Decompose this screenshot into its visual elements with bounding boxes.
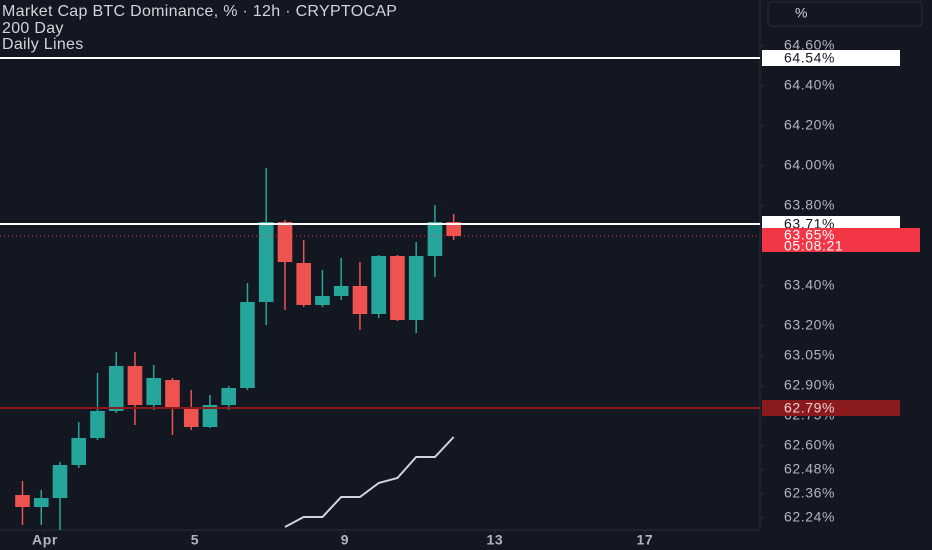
candle-body bbox=[90, 411, 105, 438]
overlay-line bbox=[284, 436, 455, 528]
y-tick-label: 62.36% bbox=[784, 485, 835, 501]
y-tick-label: 64.00% bbox=[784, 157, 835, 173]
y-tick-label: 63.40% bbox=[784, 277, 835, 293]
candle-body bbox=[127, 366, 143, 405]
y-tick-label: 63.20% bbox=[784, 317, 835, 333]
y-tick-label: 64.20% bbox=[784, 117, 835, 133]
chart-title: Market Cap BTC Dominance, % · 12h · CRYP… bbox=[2, 3, 397, 20]
unit-button-label[interactable]: % bbox=[795, 5, 808, 21]
candle-body bbox=[390, 256, 405, 320]
level-label: 64.54% bbox=[784, 50, 835, 66]
candle-body bbox=[315, 296, 330, 305]
candle-body bbox=[183, 407, 199, 427]
x-tick-label: 9 bbox=[341, 532, 349, 548]
candle-body bbox=[258, 222, 274, 302]
y-tick-label: 62.48% bbox=[784, 461, 835, 477]
y-tick-label: 64.40% bbox=[784, 77, 835, 93]
candle-body bbox=[427, 222, 443, 256]
candle-body bbox=[202, 405, 218, 427]
candle-body bbox=[333, 286, 349, 296]
indicator-label: 200 Day bbox=[2, 20, 64, 37]
candle-body bbox=[108, 366, 124, 411]
y-tick-label: 62.90% bbox=[784, 377, 835, 393]
candle-body bbox=[352, 286, 368, 314]
level-label-box bbox=[762, 400, 900, 416]
level-label: 63.71% bbox=[784, 216, 835, 232]
candle-body bbox=[240, 302, 255, 388]
price-axis: 64.60% 64.40% 64.20% 64.00% 63.80% 63.40% 63.2… bbox=[32, 37, 920, 548]
level-label-box bbox=[762, 50, 900, 66]
candle-body bbox=[52, 465, 68, 498]
y-tick-label: 63.80% bbox=[784, 197, 835, 213]
candle-body bbox=[33, 498, 49, 507]
y-tick-label: 64.60% bbox=[784, 37, 835, 53]
candle-body bbox=[277, 222, 293, 262]
candle-body bbox=[146, 378, 162, 405]
candle-body bbox=[71, 438, 87, 465]
countdown-label: 05:08:21 bbox=[784, 238, 843, 254]
indicator-label: Daily Lines bbox=[2, 36, 84, 53]
x-tick-label: 17 bbox=[637, 532, 654, 548]
candle-body bbox=[371, 256, 386, 314]
candle-body bbox=[15, 495, 30, 507]
x-tick-label: 5 bbox=[191, 532, 199, 548]
y-tick-label: 62.24% bbox=[784, 509, 835, 525]
unit-button[interactable] bbox=[767, 1, 923, 27]
x-tick-label: Apr bbox=[32, 532, 58, 548]
level-label: 62.79% bbox=[784, 400, 835, 416]
plot-area bbox=[0, 57, 760, 530]
x-tick-label: 13 bbox=[487, 532, 504, 548]
last-price-box bbox=[762, 228, 920, 252]
candle-body bbox=[221, 388, 237, 405]
last-price-label: 63.65% bbox=[784, 227, 835, 243]
y-tick-label: 63.05% bbox=[784, 347, 835, 363]
y-tick-label: 62.60% bbox=[784, 437, 835, 453]
candle-body bbox=[408, 256, 424, 320]
candle-body bbox=[296, 263, 312, 305]
candle-body bbox=[446, 222, 461, 236]
candle-body bbox=[165, 380, 180, 407]
